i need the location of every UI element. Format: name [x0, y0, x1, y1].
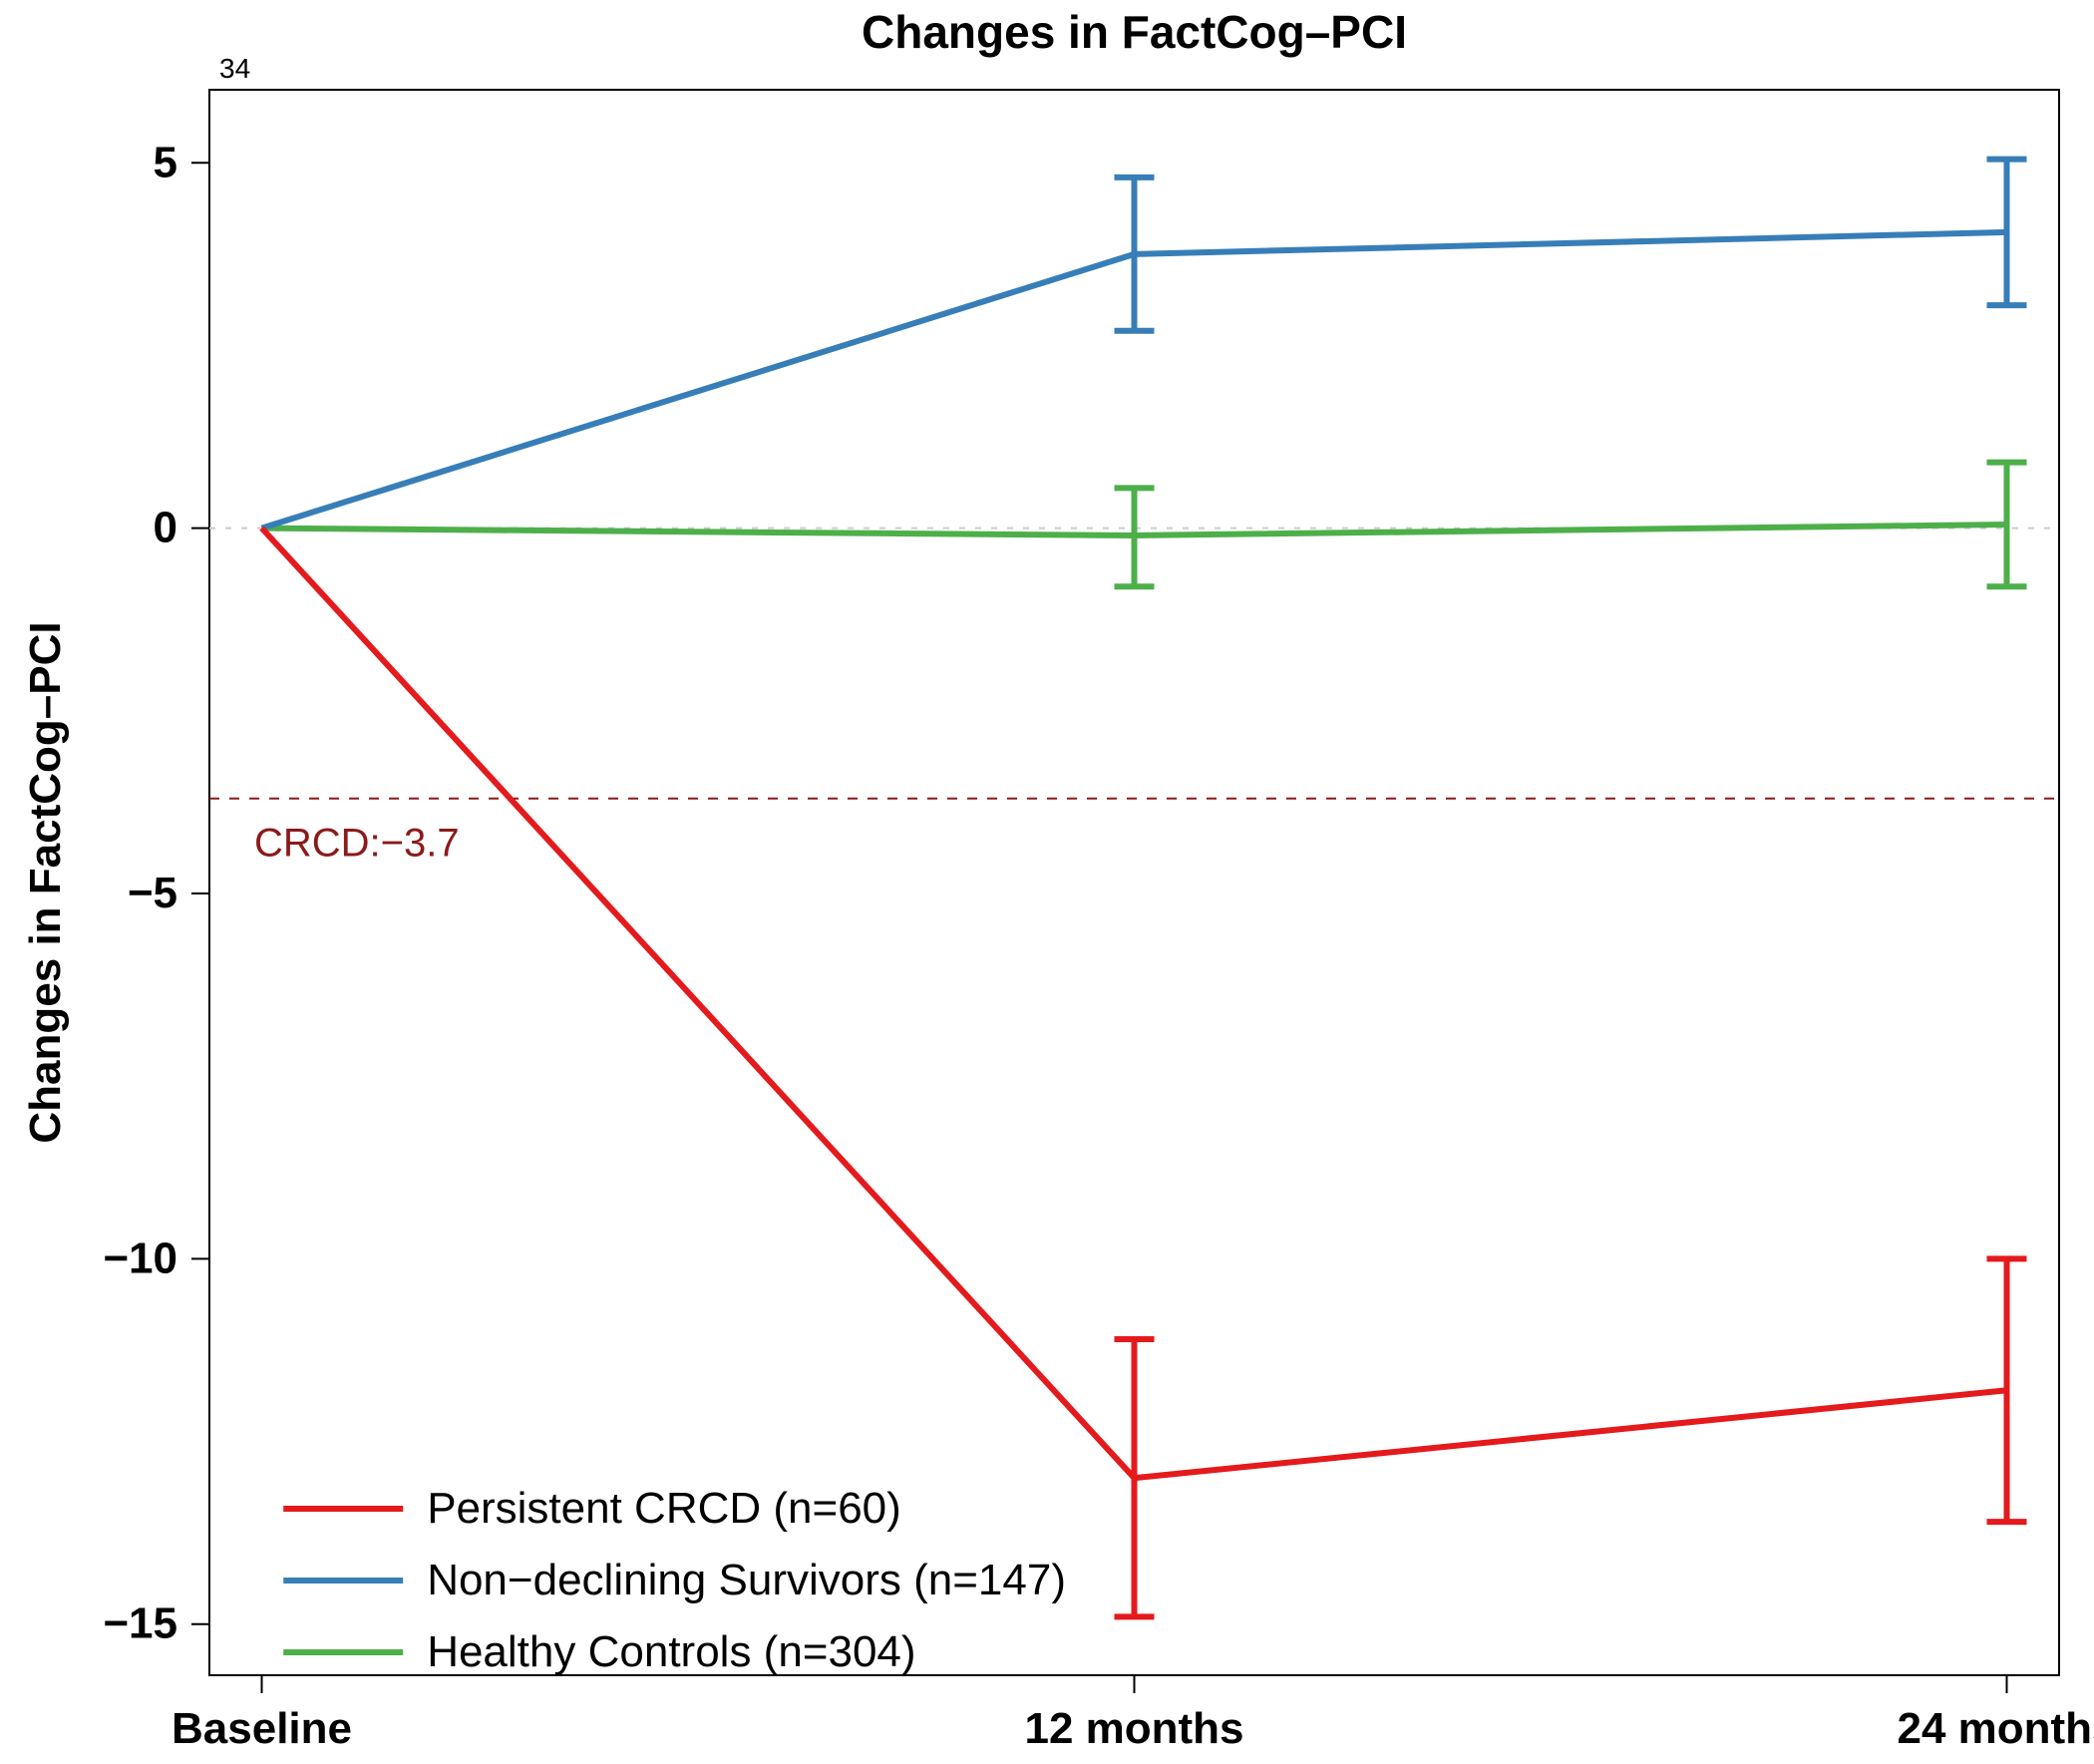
y-tick-label: −10: [103, 1234, 177, 1282]
chart-title: Changes in FactCog–PCI: [862, 6, 1407, 58]
threshold-label: CRCD:−3.7: [254, 822, 460, 866]
y-tick-label: −15: [103, 1599, 177, 1648]
x-tick-label: Baseline: [172, 1704, 352, 1753]
y-tick-label: 5: [154, 138, 177, 186]
x-tick-label: 12 months: [1024, 1704, 1243, 1753]
chart-container: Changes in FactCog–PCI 34 CRCD:−3.7 −15 −10 −…: [0, 0, 2094, 1764]
y-axis-label: Changes in FactCog–PCI: [21, 621, 70, 1143]
legend-label-persistent: Persistent CRCD (n=60): [427, 1484, 901, 1533]
legend-label-nondecline: Non−declining Survivors (n=147): [427, 1556, 1066, 1604]
x-tick-label: 24 months: [1897, 1704, 2094, 1753]
y-tick-label: −5: [128, 869, 177, 917]
corner-label: 34: [219, 53, 250, 84]
legend-label-healthy: Healthy Controls (n=304): [427, 1627, 915, 1676]
chart-svg: Changes in FactCog–PCI 34 CRCD:−3.7 −15 −10 −…: [0, 0, 2094, 1764]
y-tick-label: 0: [154, 504, 177, 552]
